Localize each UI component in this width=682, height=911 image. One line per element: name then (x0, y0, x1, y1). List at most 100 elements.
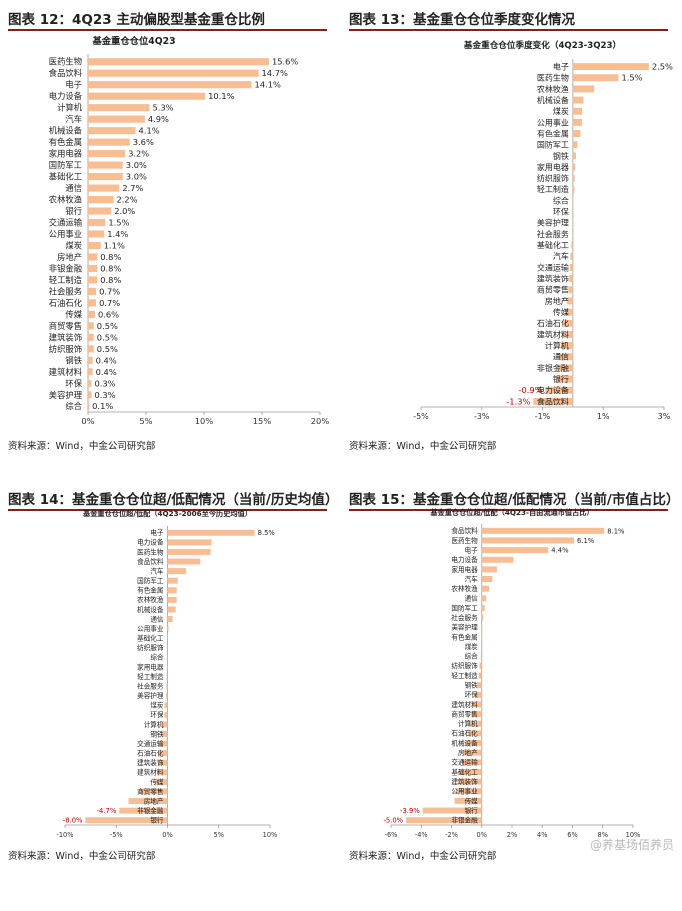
bar (88, 253, 97, 260)
category-label: 家用电器 (451, 565, 478, 574)
value-label: 6.1% (577, 537, 595, 545)
category-label: 传媒 (553, 307, 569, 317)
value-label: 4.1% (139, 126, 160, 136)
value-label: 0.4% (96, 355, 117, 365)
panel-chart-13: 图表 13：基金重仓仓位季度变化情况 基金重仓仓位季度变化（4Q23-3Q23）… (341, 0, 672, 431)
bar (482, 576, 493, 582)
bar (168, 549, 211, 555)
bar (481, 653, 482, 659)
category-label: 食品饮料 (451, 526, 478, 535)
category-label: 国防军工 (451, 603, 478, 612)
category-label: 轻工制造 (451, 671, 478, 680)
category-label: 美容护理 (537, 218, 569, 228)
x-tick-label: -10% (56, 831, 73, 839)
bar (482, 528, 605, 534)
bar (88, 368, 93, 375)
bar (88, 242, 101, 249)
category-label: 农林牧渔 (137, 595, 164, 604)
category-label: 电力设备 (137, 538, 164, 547)
category-label: 汽车 (65, 114, 82, 124)
value-label: 0.8% (100, 263, 121, 273)
bar (168, 539, 212, 545)
value-label: 3.6% (133, 137, 154, 147)
category-label: 电子 (65, 80, 82, 90)
category-label: 计算机 (57, 103, 83, 113)
category-label: 综合 (65, 401, 82, 411)
category-label: 通信 (553, 352, 569, 362)
bar (482, 537, 574, 543)
bar (573, 152, 576, 159)
value-label: 2.0% (114, 206, 135, 216)
value-label: -5.0% (383, 817, 403, 825)
bar (88, 219, 105, 226)
bar (482, 615, 484, 621)
value-label: 3.0% (126, 172, 147, 182)
category-label: 交通运输 (49, 218, 83, 228)
category-label: 电子 (150, 528, 164, 537)
category-label: 煤炭 (465, 642, 479, 651)
value-label: 2.7% (122, 183, 143, 193)
category-label: 非银金融 (537, 363, 569, 373)
category-label: 综合 (150, 653, 164, 662)
value-label: 0.4% (96, 367, 117, 377)
bar (573, 141, 578, 148)
category-label: 公用事业 (537, 117, 569, 127)
x-tick-label: -5% (413, 412, 429, 421)
category-label: 非银金融 (49, 263, 82, 273)
category-label: 环保 (465, 690, 479, 699)
category-label: 环保 (65, 378, 82, 388)
category-label: 综合 (553, 195, 569, 205)
category-label: 食品饮料 (537, 396, 569, 406)
bar (482, 557, 514, 563)
bar (570, 264, 573, 271)
bar (88, 334, 94, 341)
category-label: 电力设备 (451, 555, 478, 564)
bar (166, 683, 167, 689)
bar (573, 85, 594, 92)
value-label: 1.1% (104, 240, 125, 250)
x-tick-label: 0% (477, 831, 487, 839)
category-label: 公用事业 (49, 229, 82, 239)
category-label: 交通运输 (451, 758, 478, 767)
bar (88, 299, 96, 306)
category-label: 计算机 (144, 720, 164, 729)
bar (168, 616, 173, 622)
x-tick-label: 15% (253, 416, 272, 426)
chart-title: 基金重仓仓位4Q23 (91, 35, 175, 47)
value-label: 8.5% (258, 529, 276, 537)
x-tick-label: -6% (385, 831, 398, 839)
category-label: 石油石化 (537, 318, 569, 328)
source-note: 资料来源：Wind，中金公司研究部 (349, 848, 496, 862)
category-label: 煤炭 (553, 106, 569, 116)
category-label: 医药生物 (49, 57, 82, 67)
source-note: 资料来源：Wind，中金公司研究部 (8, 848, 155, 862)
category-label: 公用事业 (137, 624, 164, 633)
bar (570, 253, 572, 260)
x-tick-label: 10% (263, 831, 278, 839)
value-label: 4.9% (148, 114, 169, 124)
x-tick-label: 2% (507, 831, 517, 839)
bar (573, 63, 649, 70)
bar (482, 595, 487, 601)
category-label: 社会服务 (451, 613, 478, 622)
chart-title: 基金重仓仓位季度变化（4Q23-3Q23） (463, 39, 621, 51)
bar (88, 196, 114, 203)
value-label: 10.1% (208, 91, 234, 101)
category-label: 轻工制造 (49, 275, 83, 285)
category-label: 医药生物 (451, 536, 478, 545)
value-label: 0.8% (100, 275, 121, 285)
bar (573, 97, 584, 104)
value-label: 4.4% (551, 547, 569, 555)
category-label: 纺织服饰 (49, 344, 82, 354)
x-tick-label: 20% (311, 416, 330, 426)
watermark-text: @养基场佰养员 (590, 836, 674, 853)
chart-title: 基金重仓仓位超/低配（4Q23-2006至今历史均值） (82, 509, 252, 518)
value-label: -4.7% (97, 807, 117, 815)
bar (168, 559, 201, 565)
category-label: 通信 (65, 183, 82, 193)
bar (573, 119, 582, 126)
chart-title: 基金重仓仓位超/低配（4Q23-自由流通市值占比） (429, 508, 593, 517)
category-label: 商贸零售 (451, 709, 477, 718)
bar (168, 635, 169, 641)
